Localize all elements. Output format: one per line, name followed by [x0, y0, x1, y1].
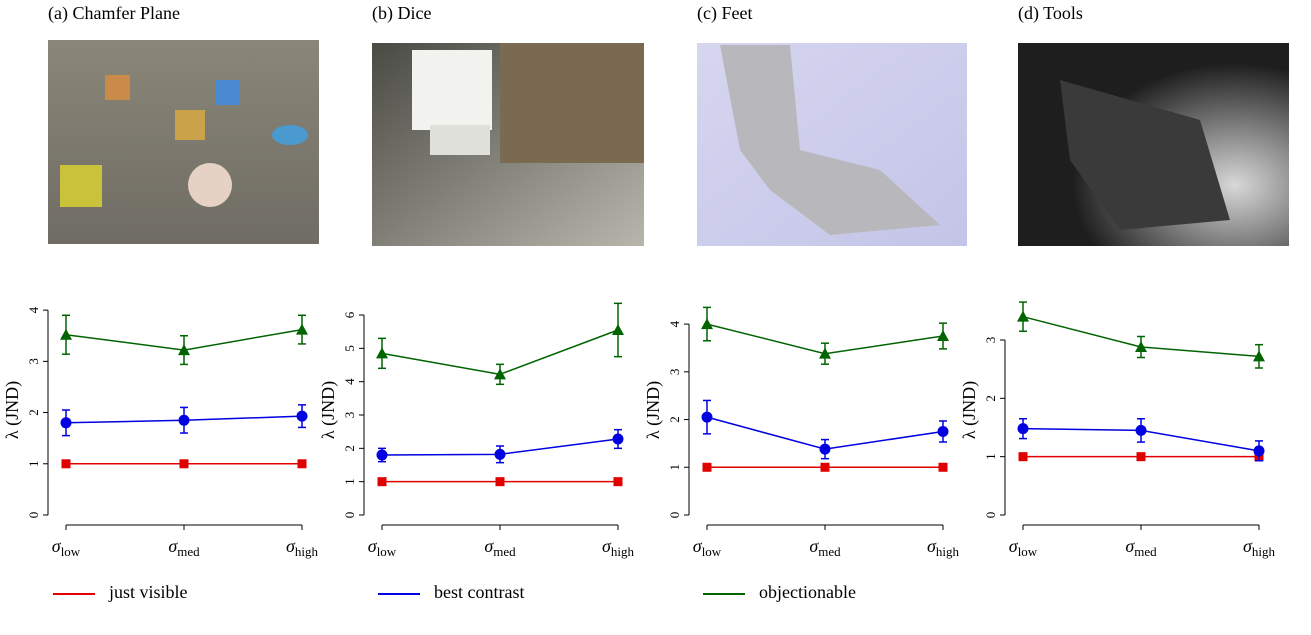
marker — [1017, 311, 1029, 322]
marker — [298, 459, 307, 468]
marker — [613, 434, 624, 445]
y-tick-label: 1 — [342, 478, 357, 485]
marker — [938, 426, 949, 437]
marker — [937, 330, 949, 341]
photo-a — [48, 40, 319, 244]
y-tick-label: 1 — [26, 461, 41, 468]
figure: (a) Chamfer Plane01234λ (JND)σlowσmedσhi… — [0, 0, 1311, 635]
marker — [702, 412, 713, 423]
chart-title: (b) Dice — [372, 3, 431, 24]
y-axis-label: λ (JND) — [2, 381, 23, 439]
x-tick-label: σmed — [484, 536, 516, 559]
y-axis-label: λ (JND) — [959, 381, 980, 439]
y-tick-label: 3 — [983, 337, 998, 344]
marker — [297, 411, 308, 422]
y-tick-label: 5 — [342, 345, 357, 352]
y-axis-label: λ (JND) — [643, 381, 664, 439]
marker — [1254, 445, 1265, 456]
x-tick-label: σlow — [1009, 536, 1038, 559]
marker — [1018, 423, 1029, 434]
marker — [614, 477, 623, 486]
marker — [821, 463, 830, 472]
marker — [939, 463, 948, 472]
legend-label: just visible — [108, 582, 188, 602]
y-tick-label: 3 — [667, 369, 682, 376]
legend-label: best contrast — [434, 582, 524, 602]
x-tick-label: σmed — [168, 536, 200, 559]
marker — [378, 477, 387, 486]
y-tick-label: 2 — [26, 409, 41, 416]
x-tick-label: σlow — [52, 536, 81, 559]
marker — [180, 459, 189, 468]
marker — [701, 318, 713, 329]
y-tick-label: 0 — [26, 512, 41, 519]
y-tick-label: 2 — [342, 445, 357, 452]
x-tick-label: σhigh — [927, 536, 960, 559]
photo-d — [1018, 43, 1289, 246]
x-tick-label: σlow — [368, 536, 397, 559]
y-tick-label: 1 — [667, 464, 682, 471]
x-tick-label: σhigh — [286, 536, 319, 559]
marker — [179, 415, 190, 426]
y-tick-label: 3 — [342, 412, 357, 419]
photo-c — [697, 43, 967, 246]
marker — [1136, 425, 1147, 436]
chart-title: (a) Chamfer Plane — [48, 3, 180, 24]
x-tick-label: σhigh — [1243, 536, 1276, 559]
x-tick-label: σmed — [1125, 536, 1157, 559]
y-tick-label: 2 — [983, 395, 998, 402]
y-tick-label: 2 — [667, 416, 682, 423]
marker — [376, 347, 388, 358]
marker — [496, 477, 505, 486]
marker — [1019, 452, 1028, 461]
marker — [1137, 452, 1146, 461]
y-tick-label: 4 — [26, 306, 41, 313]
marker — [60, 329, 72, 340]
y-tick-label: 1 — [983, 453, 998, 460]
chart-title: (c) Feet — [697, 3, 752, 24]
y-tick-label: 0 — [342, 512, 357, 519]
x-tick-label: σhigh — [602, 536, 635, 559]
x-tick-label: σlow — [693, 536, 722, 559]
y-tick-label: 0 — [983, 512, 998, 519]
marker — [377, 450, 388, 461]
marker — [612, 324, 624, 335]
marker — [495, 449, 506, 460]
marker — [703, 463, 712, 472]
y-tick-label: 3 — [26, 358, 41, 365]
chart-title: (d) Tools — [1018, 3, 1083, 24]
marker — [62, 459, 71, 468]
y-tick-label: 4 — [342, 378, 357, 385]
marker — [296, 324, 308, 335]
y-axis-label: λ (JND) — [318, 381, 339, 439]
marker — [61, 417, 72, 428]
marker — [820, 444, 831, 455]
photo-b — [372, 43, 644, 246]
x-tick-label: σmed — [809, 536, 841, 559]
y-tick-label: 0 — [667, 512, 682, 519]
y-tick-label: 6 — [342, 311, 357, 318]
legend-label: objectionable — [759, 582, 856, 602]
y-tick-label: 4 — [667, 320, 682, 327]
